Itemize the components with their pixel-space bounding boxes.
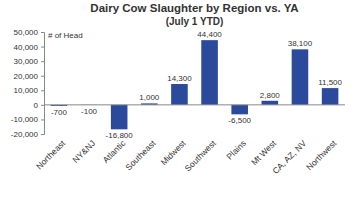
y-tick: 10,000 <box>14 86 44 95</box>
data-label: 2,800 <box>260 91 281 100</box>
x-tick-label: Midwest <box>158 138 188 168</box>
y-tick-mark <box>41 47 44 48</box>
subtitle: (July 1 YTD) <box>166 16 224 27</box>
x-tick-label: Southwest <box>183 138 219 174</box>
x-tick: NY&NJ <box>70 138 97 165</box>
x-tick: Northwest <box>304 138 339 173</box>
x-tick: Mt West <box>249 138 278 167</box>
y-axis-line <box>41 33 45 135</box>
title: Dairy Cow Slaughter by Region vs. YA <box>90 2 298 14</box>
x-tick: Atlantic <box>101 138 128 165</box>
data-label: -16,800 <box>106 131 134 140</box>
x-tick: Northeast <box>34 138 68 172</box>
y-tick: 0 <box>34 101 44 110</box>
y-tick: 20,000 <box>14 72 44 81</box>
chart: Dairy Cow Slaughter by Region vs. YA (Jul… <box>0 0 351 206</box>
y-tick: 30,000 <box>14 57 44 66</box>
data-label: -700 <box>51 108 68 117</box>
x-tick: CA, AZ, NV <box>270 138 308 176</box>
y-tick-label: -20,000 <box>11 130 39 139</box>
bar <box>201 40 218 105</box>
x-tick-label: NY&NJ <box>70 138 97 165</box>
x-tick-label: Plains <box>224 138 247 161</box>
x-tick-label: Mt West <box>249 138 278 167</box>
bars <box>51 40 339 129</box>
y-tick-mark <box>41 32 44 33</box>
data-label: 44,400 <box>197 30 222 39</box>
x-tick-label: Southeast <box>123 138 158 173</box>
y-axis: -20,000 -10,000 0 10,000 20,000 30,000 40,000 5… <box>11 28 45 139</box>
data-label: -6,500 <box>228 116 251 125</box>
y-tick-label: 50,000 <box>14 28 39 37</box>
x-tick: Midwest <box>158 138 188 168</box>
data-label: 38,100 <box>288 39 313 48</box>
bar <box>262 101 279 105</box>
y-tick-mark <box>41 119 44 120</box>
data-label: 14,300 <box>167 74 192 83</box>
x-axis: NortheastNY&NJAtlanticSoutheastMidwestSo… <box>34 138 339 176</box>
x-tick-label: CA, AZ, NV <box>270 138 308 176</box>
y-tick: 50,000 <box>14 28 44 37</box>
x-tick-label: Atlantic <box>101 138 128 165</box>
y-tick-label: 20,000 <box>14 72 39 81</box>
bar <box>171 84 188 105</box>
bar <box>111 105 128 129</box>
y-axis-title: # of Head <box>48 31 83 40</box>
y-tick-label: 40,000 <box>14 43 39 52</box>
bar <box>292 49 309 105</box>
bar <box>322 88 339 105</box>
zero-line <box>44 104 345 105</box>
bar <box>231 105 248 114</box>
y-tick-mark <box>41 61 44 62</box>
y-tick: 40,000 <box>14 43 44 52</box>
y-tick: -20,000 <box>11 130 44 139</box>
x-tick: Plains <box>224 138 247 161</box>
y-tick-label: 30,000 <box>14 57 39 66</box>
x-tick: Southeast <box>123 138 158 173</box>
y-tick-mark <box>41 105 44 106</box>
y-tick-mark <box>41 90 44 91</box>
y-tick-label: 10,000 <box>14 86 39 95</box>
x-tick: Southwest <box>183 138 219 174</box>
y-tick-mark <box>41 76 44 77</box>
y-tick-label: 0 <box>34 101 39 110</box>
y-tick-label: -10,000 <box>11 115 39 124</box>
x-tick-label: Northeast <box>34 138 68 172</box>
y-tick-mark <box>41 134 44 135</box>
data-label: -100 <box>81 107 98 116</box>
y-tick: -10,000 <box>11 115 44 124</box>
data-labels: -700 -100 -16,800 1,000 14,300 44,400 -6,500 2,… <box>51 30 343 140</box>
data-label: 11,500 <box>318 78 342 87</box>
data-label: 1,000 <box>139 93 160 102</box>
x-tick-label: Northwest <box>304 138 339 173</box>
